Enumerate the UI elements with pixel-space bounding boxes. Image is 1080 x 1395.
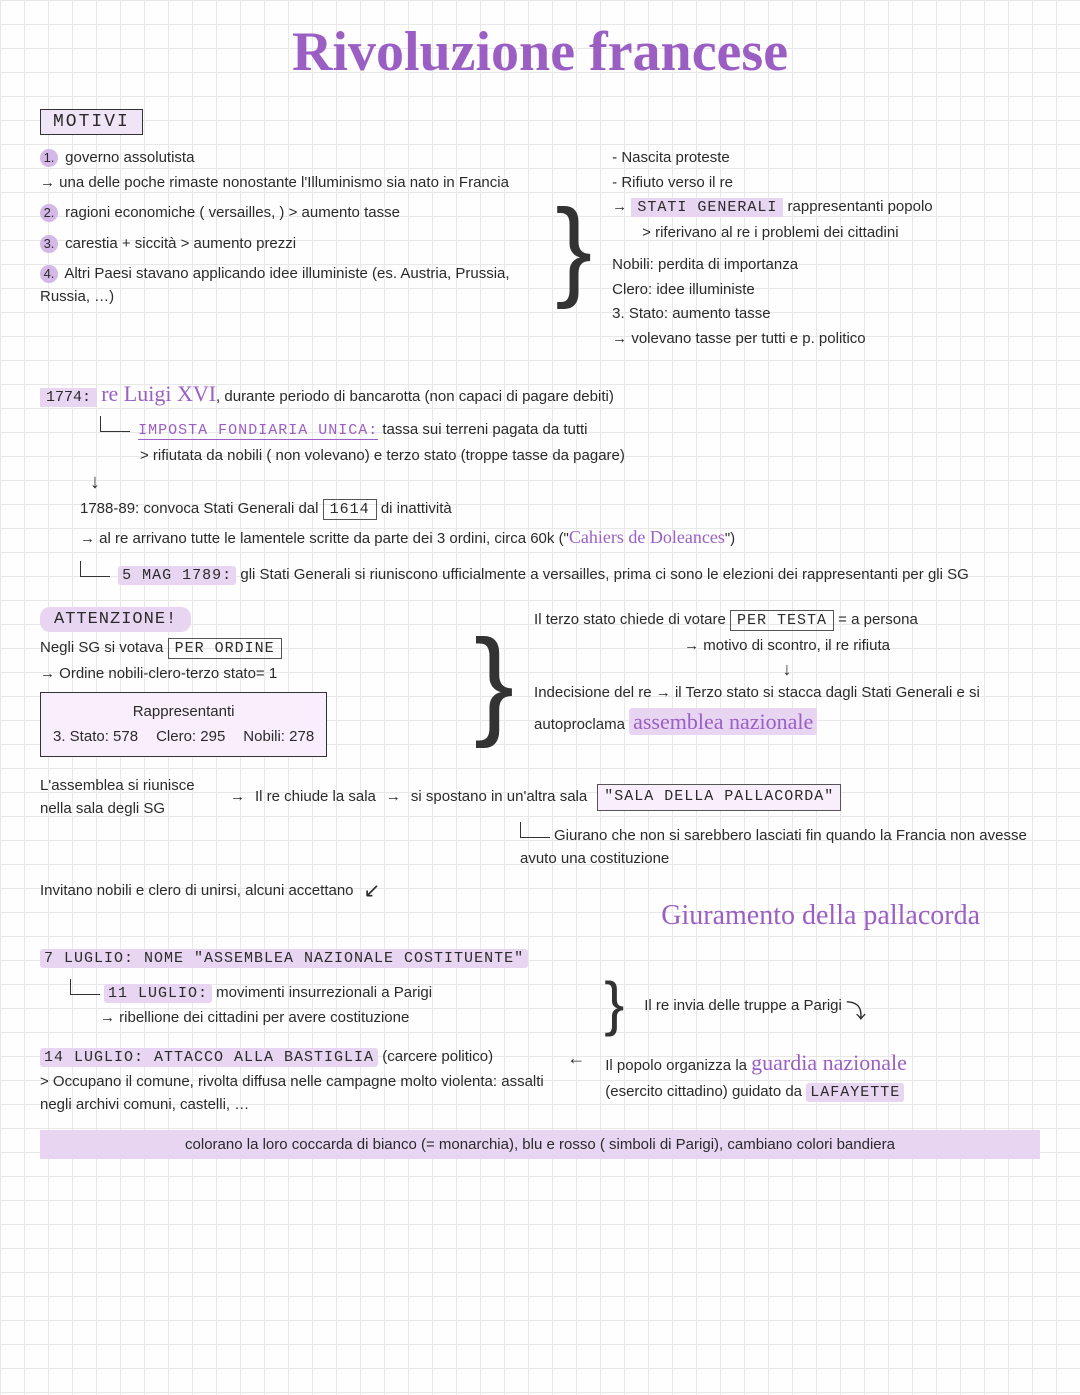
- l14-sub: > Occupano il comune, rivolta diffusa ne…: [40, 1071, 547, 1116]
- y1788b: di inattività: [381, 500, 452, 517]
- l11-pre: 11 LUGLIO:: [104, 984, 212, 1003]
- curve-arrow-icon: ↙: [364, 876, 381, 906]
- sala-pallacorda: "SALA DELLA PALLACORDA": [597, 784, 841, 811]
- bullet-3: 3.: [40, 235, 58, 253]
- attenzione-label: ATTENZIONE!: [40, 607, 191, 632]
- stato3: 3. Stato: aumento tasse: [612, 303, 1040, 326]
- re-luigi: re Luigi XVI: [101, 381, 216, 406]
- imposta-text: tassa sui terreni pagata da tutti: [378, 421, 587, 438]
- assemblea-nazionale: assemblea nazionale: [629, 708, 817, 735]
- y1774: 1774:: [40, 388, 97, 407]
- nobili: Nobili: perdita di importanza: [612, 254, 1040, 277]
- down-arrow-2-icon: ↓: [534, 659, 1040, 680]
- flow-box3-pre: si spostano in un'altra sala: [411, 786, 587, 809]
- rap-title: Rappresentanti: [53, 701, 314, 724]
- brace-attenzione: }: [474, 634, 514, 730]
- lafayette: LAFAYETTE: [806, 1083, 904, 1102]
- y1788-sub: → al re arrivano tutte le lamentele scri…: [80, 530, 569, 547]
- stati-generali: STATI GENERALI: [631, 198, 783, 217]
- flow-box2: Il re chiude la sala: [255, 786, 376, 809]
- m2: ragioni economiche ( versailles, ) > aum…: [65, 204, 400, 221]
- att-line2: → Ordine nobili-clero-terzo stato= 1: [40, 663, 454, 686]
- r3: rappresentanti popolo: [783, 198, 932, 215]
- flow-box4: Invitano nobili e clero di unirsi, alcun…: [40, 880, 354, 903]
- bullet-2: 2.: [40, 204, 58, 222]
- guardia-nazionale: guardia nazionale: [751, 1050, 907, 1075]
- flow-box3-sub: Giurano che non si sarebbero lasciati fi…: [520, 827, 1027, 867]
- imposta: IMPOSTA FONDIARIA UNICA:: [138, 422, 378, 440]
- giuramento: Giuramento della pallacorda: [40, 900, 980, 932]
- arrow-right-icon: →: [230, 786, 245, 809]
- y1774-text: , durante periodo di bancarotta (non cap…: [216, 388, 614, 405]
- per-testa: PER TESTA: [730, 610, 834, 631]
- popolo-post: (esercito cittadino) guidato da: [605, 1083, 806, 1100]
- motivi-label: MOTIVI: [40, 109, 143, 135]
- truppe: Il re invia delle truppe a Parigi: [644, 997, 842, 1014]
- rap-nobili: Nobili: 278: [243, 726, 314, 749]
- l14: 14 LUGLIO: ATTACCO ALLA BASTIGLIA: [40, 1048, 378, 1067]
- elbow-icon-4: [70, 979, 100, 995]
- y1788-sub-end: "): [725, 530, 735, 547]
- r3b: > riferivano al re i problemi dei cittad…: [642, 222, 1040, 245]
- per-ordine: PER ORDINE: [168, 638, 282, 659]
- l7: 7 LUGLIO: NOME "ASSEMBLEA NAZIONALE COST…: [40, 949, 528, 968]
- motivi-row: 1. governo assolutista → una delle poche…: [40, 145, 1040, 352]
- right1-pre: Il terzo stato chiede di votare: [534, 611, 730, 628]
- volevano: → volevano tasse per tutti e p. politico: [612, 328, 1040, 351]
- hook-arrow-icon: ⤵: [846, 997, 866, 1027]
- clero: Clero: idee illuministe: [612, 279, 1040, 302]
- cahiers: Cahiers de Doleances: [569, 527, 725, 547]
- m1-title: governo assolutista: [65, 149, 194, 166]
- mag5: 5 MAG 1789:: [118, 566, 236, 585]
- l11-sub: → ribellione dei cittadini per avere cos…: [100, 1007, 584, 1030]
- brace-motivi: }: [555, 205, 592, 293]
- elbow-icon-3: [520, 822, 550, 838]
- r2: - Rifiuto verso il re: [612, 172, 1040, 195]
- m3: carestia + siccità > aumento prezzi: [65, 235, 296, 252]
- arrow-right-icon-2: →: [386, 786, 401, 809]
- rap-stato: 3. Stato: 578: [53, 726, 138, 749]
- m4: Altri Paesi stavano applicando idee illu…: [40, 265, 510, 305]
- popolo-pre: Il popolo organizza la: [605, 1057, 751, 1074]
- mag5-text: gli Stati Generali si riuniscono ufficia…: [236, 566, 969, 583]
- y1788: 1788-89: convoca Stati Generali dal: [80, 500, 318, 517]
- rep-box: Rappresentanti 3. Stato: 578 Clero: 295 …: [40, 692, 327, 757]
- left-arrow-icon: ←: [567, 1044, 585, 1069]
- bullet-1: 1.: [40, 149, 58, 167]
- imposta-sub: > rifiutata da nobili ( non volevano) e …: [140, 445, 1040, 468]
- bullet-4: 4.: [40, 265, 58, 283]
- elbow-icon: [100, 416, 130, 432]
- down-arrow-icon: ↓: [90, 471, 1040, 494]
- m1-sub: → una delle poche rimaste nonostante l'I…: [40, 172, 535, 195]
- y1614: 1614: [323, 499, 377, 520]
- r1: - Nascita proteste: [612, 147, 1040, 170]
- right1-post: = a persona: [834, 611, 918, 628]
- att-line1-pre: Negli SG si votava: [40, 639, 168, 656]
- l14-post: (carcere politico): [378, 1048, 493, 1065]
- page-title: Rivoluzione francese: [40, 20, 1040, 84]
- bottom-note: colorano la loro coccarda di bianco (= m…: [40, 1130, 1040, 1159]
- l11: movimenti insurrezionali a Parigi: [212, 984, 432, 1001]
- flow-box1: L'assemblea si riunisce nella sala degli…: [40, 775, 220, 820]
- elbow-icon-2: [80, 561, 110, 577]
- rap-clero: Clero: 295: [156, 726, 225, 749]
- right2: → motivo di scontro, il re rifiuta: [534, 635, 1040, 658]
- brace-luglio: }: [604, 980, 624, 1028]
